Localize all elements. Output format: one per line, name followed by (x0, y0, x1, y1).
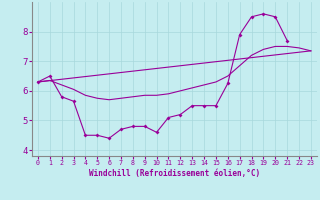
X-axis label: Windchill (Refroidissement éolien,°C): Windchill (Refroidissement éolien,°C) (89, 169, 260, 178)
